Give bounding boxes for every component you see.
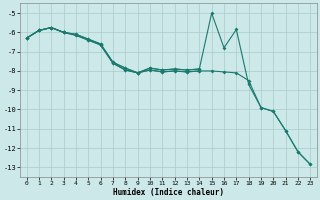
X-axis label: Humidex (Indice chaleur): Humidex (Indice chaleur) [113, 188, 224, 197]
